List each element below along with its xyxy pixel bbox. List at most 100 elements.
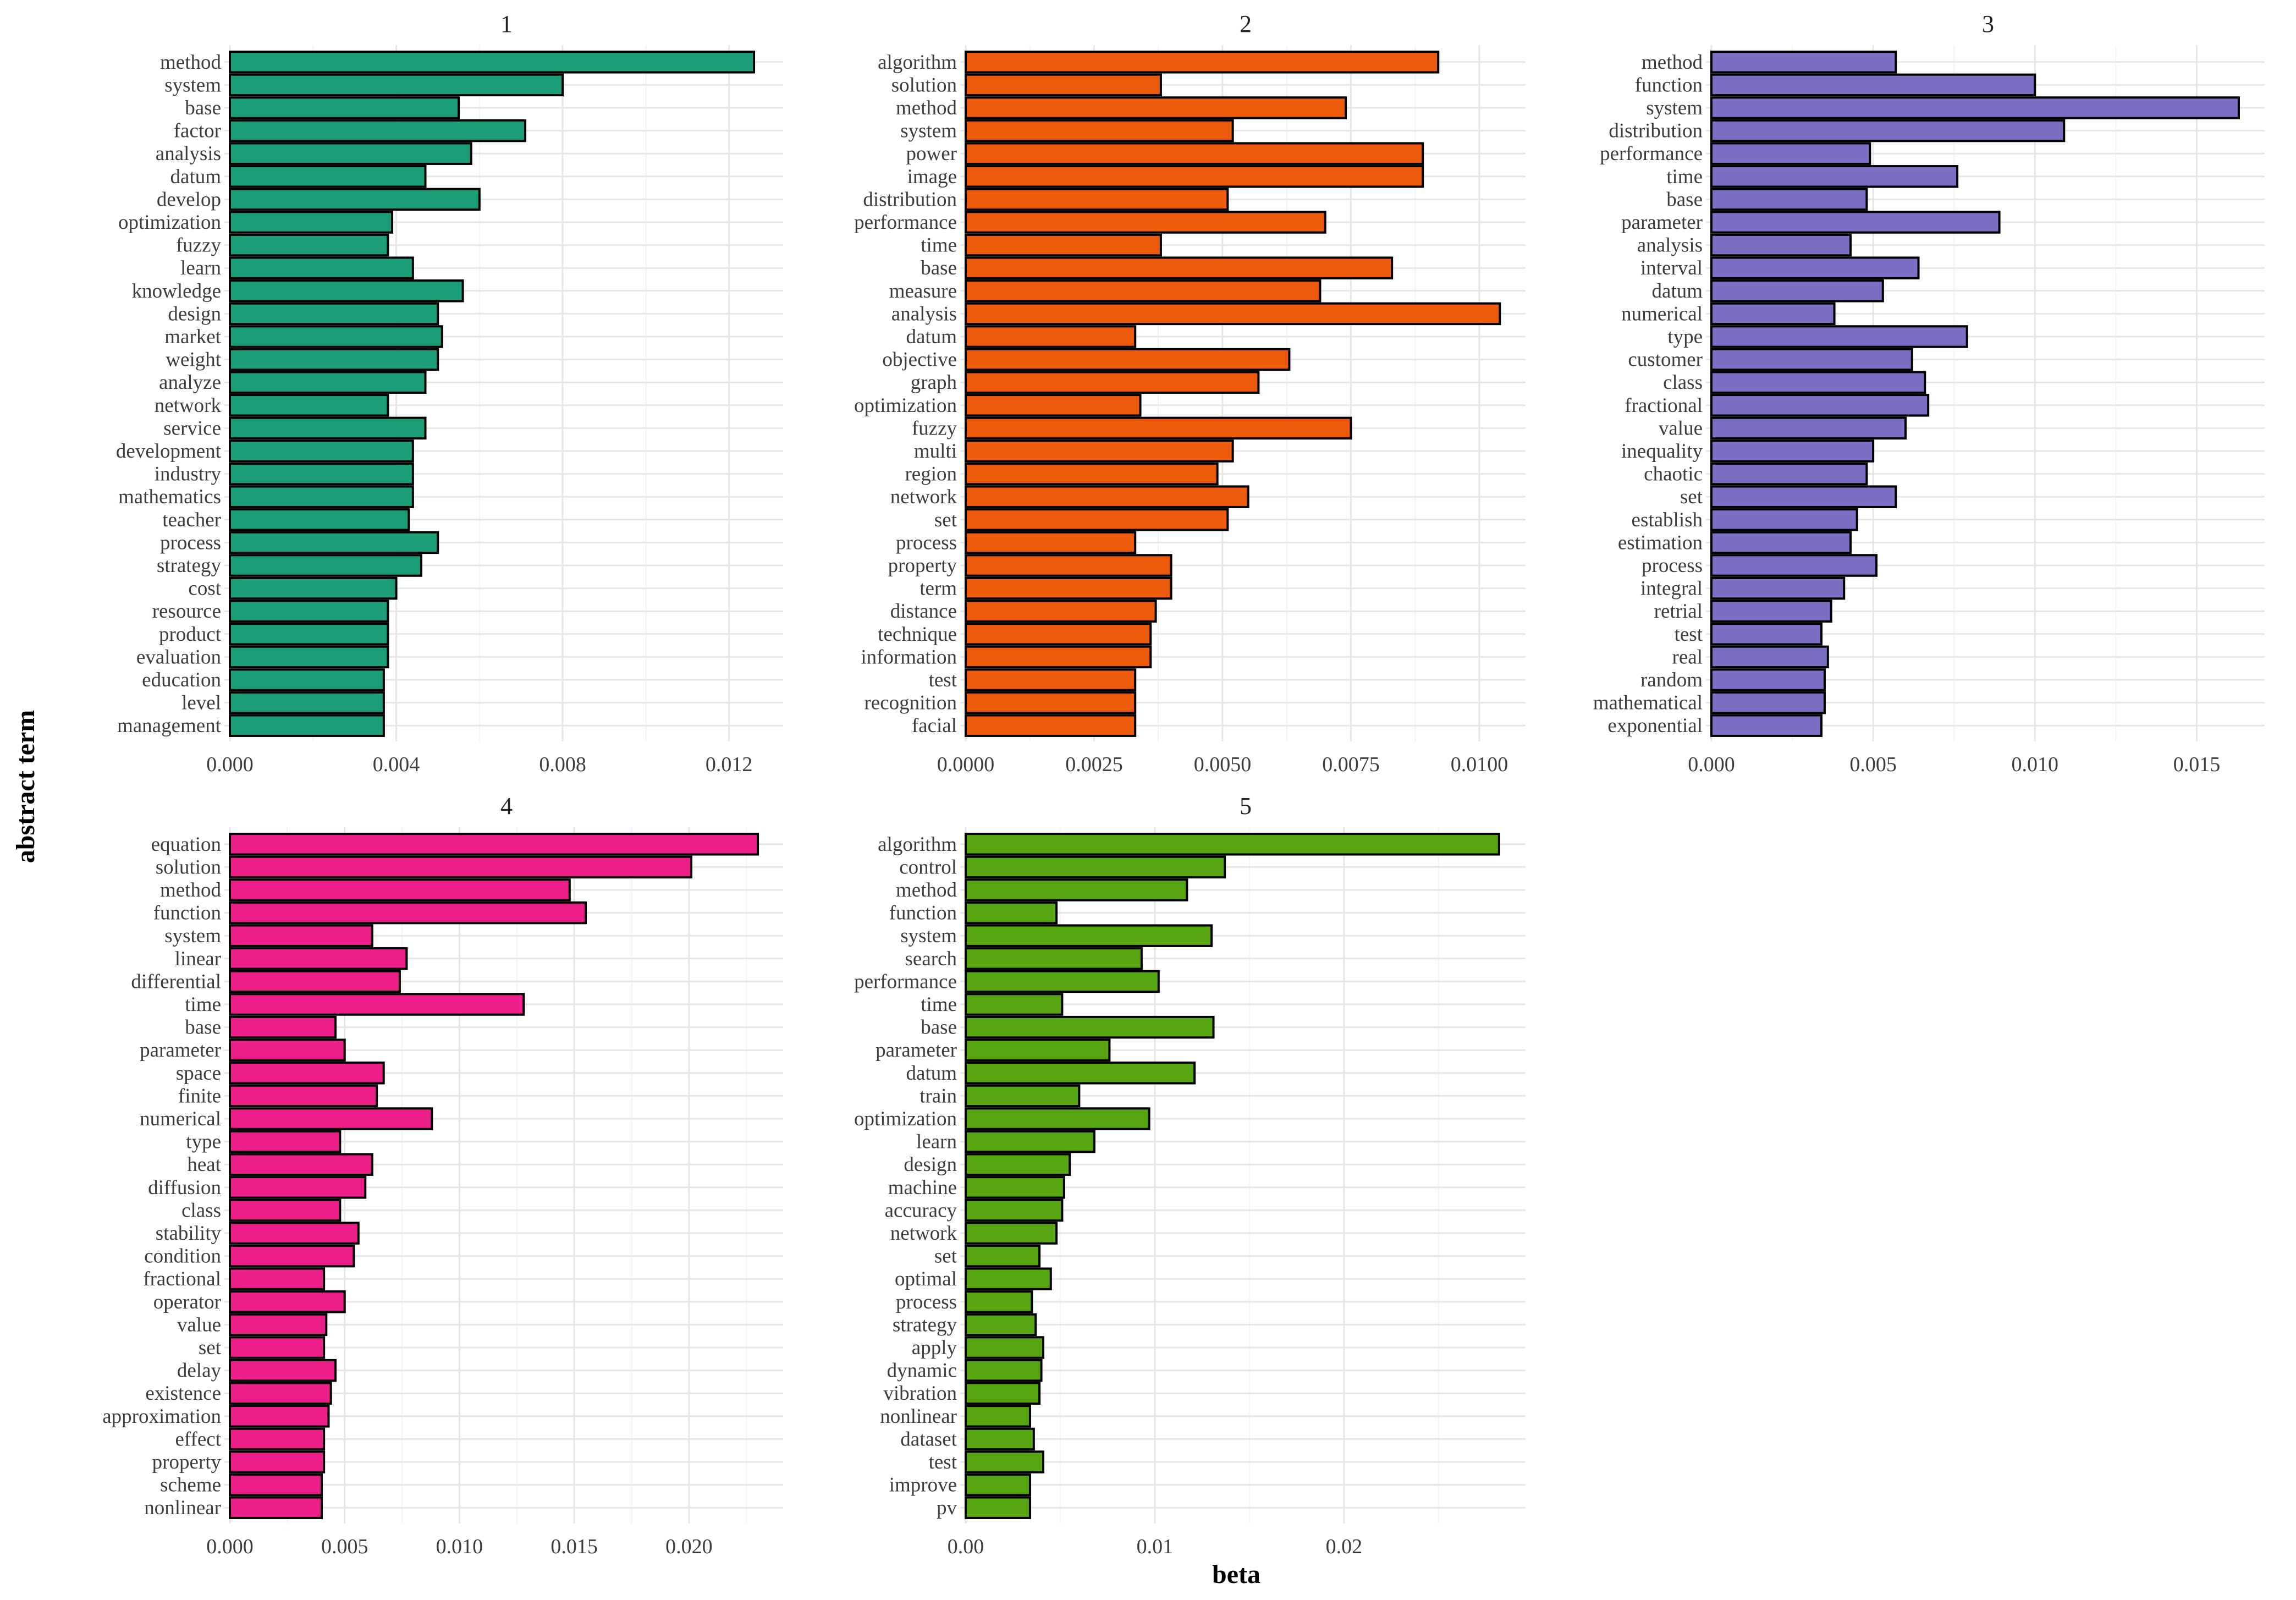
y-tick-label: datum xyxy=(170,166,222,188)
y-tick-label: numerical xyxy=(1621,303,1703,325)
bar-base xyxy=(229,96,460,119)
y-tick-label: time xyxy=(921,993,957,1016)
y-tick-label: time xyxy=(185,993,221,1016)
panel-1: 0.000 0.004 0.008 0.012 methodsystembasefact… xyxy=(116,10,783,776)
bar-parameter xyxy=(965,1038,1111,1062)
y-tick-label: differential xyxy=(131,970,221,993)
y-tick-label: base xyxy=(921,1016,957,1039)
bar-evaluation xyxy=(229,645,389,669)
bar-time xyxy=(229,993,525,1016)
bar-system xyxy=(229,73,564,97)
x-tick-label: 0.010 xyxy=(436,1535,483,1558)
bar-performance xyxy=(1710,142,1871,165)
bar-parameter xyxy=(1710,211,2001,234)
y-tick-label: factor xyxy=(174,120,221,142)
y-tick-label: chaotic xyxy=(1644,463,1703,486)
bar-heat xyxy=(229,1153,373,1176)
bar-retrial xyxy=(1710,600,1832,623)
x-tick-label: 0.01 xyxy=(1137,1535,1174,1558)
y-tick-label: interval xyxy=(1640,257,1703,279)
y-tick-label: linear xyxy=(175,948,221,970)
y-tick-label: equation xyxy=(151,833,221,856)
bar-set xyxy=(965,1244,1041,1268)
y-tick-label: diffusion xyxy=(148,1176,221,1199)
y-tick-label: test xyxy=(929,1451,957,1473)
bar-system xyxy=(229,924,373,947)
bar-set xyxy=(965,508,1229,531)
bar-distribution xyxy=(1710,119,2066,142)
y-tick-label: system xyxy=(900,120,957,142)
bar-system xyxy=(965,924,1213,947)
y-tick-label: analysis xyxy=(1637,234,1703,257)
y-tick-label: development xyxy=(116,440,222,463)
bar-inequality xyxy=(1710,439,1875,463)
y-tick-label: system xyxy=(164,925,221,947)
bar-development xyxy=(229,439,414,463)
x-tick-label: 0.010 xyxy=(2012,753,2059,776)
bar-class xyxy=(229,1198,342,1222)
y-tick-label: accuracy xyxy=(885,1199,957,1222)
y-tick-label: datum xyxy=(1652,280,1703,303)
y-tick-label: random xyxy=(1640,669,1703,691)
bar-network xyxy=(965,1222,1058,1245)
bar-method xyxy=(1710,51,1897,74)
y-tick-label: system xyxy=(900,925,957,947)
bar-type xyxy=(1710,325,1968,348)
y-tick-label: graph xyxy=(911,371,957,394)
bar-cost xyxy=(229,576,398,600)
y-tick-label: image xyxy=(907,166,957,188)
x-tick-label: 0.015 xyxy=(2173,753,2221,776)
y-tick-label: optimization xyxy=(854,394,957,417)
y-tick-label: train xyxy=(919,1085,957,1107)
bar-process xyxy=(965,531,1137,554)
bar-region xyxy=(965,462,1219,486)
bar-system xyxy=(965,119,1234,142)
bar-differential xyxy=(229,970,401,993)
y-tick-label: dynamic xyxy=(887,1360,957,1382)
y-tick-label: stability xyxy=(156,1222,222,1245)
x-tick-label: 0.005 xyxy=(1849,753,1897,776)
bar-approximation xyxy=(229,1405,330,1428)
bar-method xyxy=(965,96,1347,119)
y-tick-label: mathematics xyxy=(118,486,221,508)
x-tick-label: 0.0025 xyxy=(1065,753,1123,776)
x-tick-label: 0.008 xyxy=(539,753,586,776)
y-tick-label: base xyxy=(1666,188,1703,211)
bar-scheme xyxy=(229,1473,323,1497)
x-tick-label: 0.000 xyxy=(206,1535,254,1558)
bar-resource xyxy=(229,600,389,623)
y-tick-label: base xyxy=(185,1016,221,1039)
y-tick-label: design xyxy=(904,1153,957,1176)
bar-function xyxy=(965,901,1058,925)
bar-parameter xyxy=(229,1038,346,1062)
y-tick-label: optimization xyxy=(854,1108,957,1130)
bar-value xyxy=(229,1313,328,1337)
y-tick-label: distribution xyxy=(863,188,957,211)
y-tick-label: fuzzy xyxy=(176,234,222,257)
bar-facial xyxy=(965,714,1137,737)
bar-delay xyxy=(229,1359,337,1382)
bar-accuracy xyxy=(965,1198,1064,1222)
y-tick-label: type xyxy=(1667,326,1703,348)
bar-datum xyxy=(965,325,1137,348)
y-tick-label: algorithm xyxy=(878,833,957,856)
y-tick-label: establish xyxy=(1632,509,1703,531)
bar-finite xyxy=(229,1084,378,1108)
y-tick-label: search xyxy=(905,948,957,970)
bar-objective xyxy=(965,348,1291,371)
bar-base xyxy=(1710,188,1868,211)
y-tick-label: set xyxy=(199,1337,222,1359)
bar-search xyxy=(965,947,1143,970)
bar-strategy xyxy=(965,1313,1037,1337)
bar-solution xyxy=(965,73,1162,97)
bar-property xyxy=(229,1450,326,1473)
bar-image xyxy=(965,165,1424,188)
y-tick-label: system xyxy=(1646,97,1703,119)
y-tick-label: nonlinear xyxy=(144,1497,221,1519)
bar-solution xyxy=(229,855,693,879)
y-tick-label: network xyxy=(890,486,957,508)
bar-base xyxy=(229,1015,337,1039)
y-tick-label: condition xyxy=(144,1245,221,1268)
y-tick-label: learn xyxy=(916,1131,957,1153)
bar-interval xyxy=(1710,256,1920,279)
